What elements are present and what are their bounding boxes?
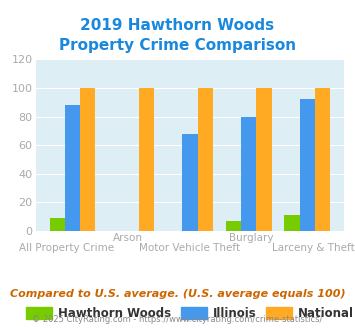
- Bar: [65, 105, 80, 231]
- Text: Burglary: Burglary: [229, 233, 274, 243]
- Text: Property Crime Comparison: Property Crime Comparison: [59, 38, 296, 53]
- Bar: [300, 99, 315, 231]
- Bar: [315, 88, 330, 231]
- Bar: [256, 88, 272, 231]
- Text: Compared to U.S. average. (U.S. average equals 100): Compared to U.S. average. (U.S. average …: [10, 289, 345, 299]
- Bar: [80, 88, 95, 231]
- Bar: [182, 134, 198, 231]
- Text: © 2025 CityRating.com - https://www.cityrating.com/crime-statistics/: © 2025 CityRating.com - https://www.city…: [32, 315, 323, 324]
- Bar: [226, 221, 241, 231]
- Text: Arson: Arson: [113, 233, 143, 243]
- Legend: Hawthorn Woods, Illinois, National: Hawthorn Woods, Illinois, National: [22, 302, 355, 325]
- Text: 2019 Hawthorn Woods: 2019 Hawthorn Woods: [81, 18, 274, 33]
- Bar: [139, 88, 154, 231]
- Bar: [50, 218, 65, 231]
- Text: Larceny & Theft: Larceny & Theft: [272, 243, 355, 252]
- Bar: [241, 116, 256, 231]
- Bar: [284, 215, 300, 231]
- Bar: [198, 88, 213, 231]
- Text: Motor Vehicle Theft: Motor Vehicle Theft: [140, 243, 240, 252]
- Text: All Property Crime: All Property Crime: [19, 243, 114, 252]
